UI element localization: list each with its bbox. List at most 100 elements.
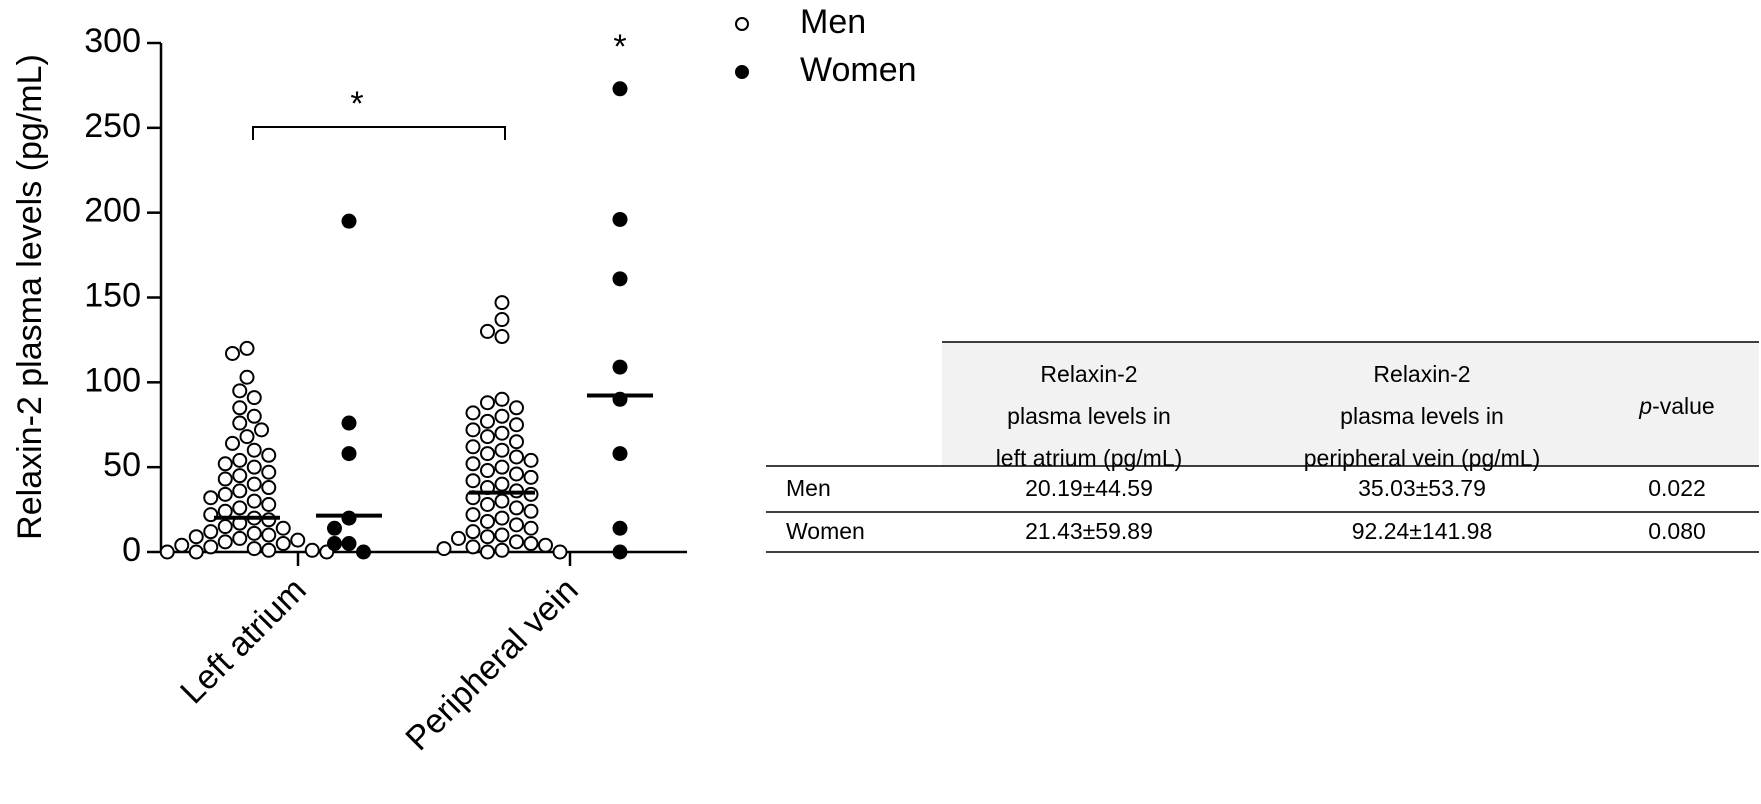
data-point <box>436 541 452 557</box>
header-italic: p <box>1638 393 1652 419</box>
significance-bracket <box>252 126 506 140</box>
data-point <box>341 536 357 552</box>
data-point <box>494 476 510 492</box>
data-point <box>232 530 248 546</box>
column-header: plasma levels in <box>1007 403 1171 429</box>
data-point <box>232 383 248 399</box>
data-point <box>304 542 320 558</box>
column-header: left atrium (pg/mL) <box>996 445 1183 471</box>
y-tick-label: 250 <box>84 107 141 145</box>
data-point <box>239 340 255 356</box>
data-point <box>538 537 553 553</box>
data-point <box>203 524 219 540</box>
data-point <box>246 493 262 509</box>
data-point <box>612 211 628 227</box>
data-point <box>480 323 495 339</box>
data-point <box>494 527 510 543</box>
data-point <box>494 408 510 424</box>
data-point <box>239 429 255 445</box>
data-point <box>465 456 481 472</box>
column-header: Relaxin-2 <box>1373 361 1470 387</box>
data-point <box>612 271 628 287</box>
data-point <box>246 390 262 406</box>
table-cell: 21.43±59.89 <box>1025 518 1153 544</box>
data-point <box>246 442 262 458</box>
data-point <box>254 422 269 438</box>
data-point <box>480 463 495 479</box>
data-point <box>494 442 510 458</box>
table-cell: 35.03±53.79 <box>1358 475 1486 501</box>
data-point <box>341 415 357 431</box>
data-point <box>159 544 175 560</box>
y-tick-label: 150 <box>84 276 141 314</box>
data-point <box>509 500 524 516</box>
y-tick-label: 300 <box>84 22 141 60</box>
data-point <box>480 413 495 429</box>
data-point <box>217 471 233 487</box>
data-point <box>465 524 481 540</box>
data-point <box>612 520 628 536</box>
data-point <box>465 439 481 455</box>
data-point <box>341 510 357 526</box>
data-point <box>494 295 510 311</box>
data-point <box>451 530 466 546</box>
row-label: Women <box>786 518 865 544</box>
y-tick-label: 200 <box>84 192 141 230</box>
data-point <box>523 452 539 468</box>
data-point <box>509 466 524 482</box>
data-point <box>494 493 510 509</box>
table-cell: 92.24±141.98 <box>1352 518 1493 544</box>
table-cell: 0.022 <box>1648 475 1706 501</box>
data-point <box>217 486 233 502</box>
data-point <box>465 539 481 555</box>
data-point <box>246 408 262 424</box>
data-point <box>261 447 277 463</box>
legend-marker <box>735 17 749 31</box>
data-point <box>509 434 524 450</box>
annotation: * <box>350 85 363 123</box>
data-point <box>509 400 524 416</box>
data-point <box>494 542 510 558</box>
data-point <box>261 542 277 558</box>
data-point <box>275 536 291 552</box>
data-point <box>232 483 248 499</box>
data-point <box>494 312 510 328</box>
data-point <box>341 446 357 462</box>
legend-marker <box>735 65 749 79</box>
data-point <box>203 490 219 506</box>
data-point <box>188 544 204 560</box>
x-tick-label: Left atrium <box>173 571 313 711</box>
data-point <box>465 473 481 489</box>
data-point <box>552 544 568 560</box>
data-point <box>225 435 240 451</box>
data-point <box>232 452 248 468</box>
y-axis-label: Relaxin-2 plasma levels (pg/mL) <box>11 54 49 540</box>
data-point <box>494 391 510 407</box>
column-header: Relaxin-2 <box>1040 361 1137 387</box>
data-point <box>261 512 277 528</box>
data-point <box>239 369 255 385</box>
header-shade <box>942 342 1759 466</box>
annotation: * <box>613 28 626 66</box>
data-point <box>246 459 262 475</box>
data-point <box>356 544 371 560</box>
data-point <box>494 329 510 345</box>
data-point <box>261 464 277 480</box>
data-point <box>509 449 524 465</box>
y-tick-label: 0 <box>122 531 141 569</box>
header-text: -value <box>1652 393 1715 419</box>
legend-label: Men <box>800 3 866 41</box>
data-point <box>246 476 262 492</box>
data-point <box>480 496 495 512</box>
data-point <box>232 415 248 431</box>
data-point <box>480 446 495 462</box>
data-point <box>509 517 524 533</box>
data-point <box>232 400 248 416</box>
data-point <box>261 527 277 543</box>
legend-label: Women <box>800 51 917 89</box>
column-header: plasma levels in <box>1340 403 1504 429</box>
data-point <box>188 529 204 545</box>
data-point <box>480 429 495 445</box>
data-point <box>465 422 481 438</box>
data-point <box>327 520 342 536</box>
